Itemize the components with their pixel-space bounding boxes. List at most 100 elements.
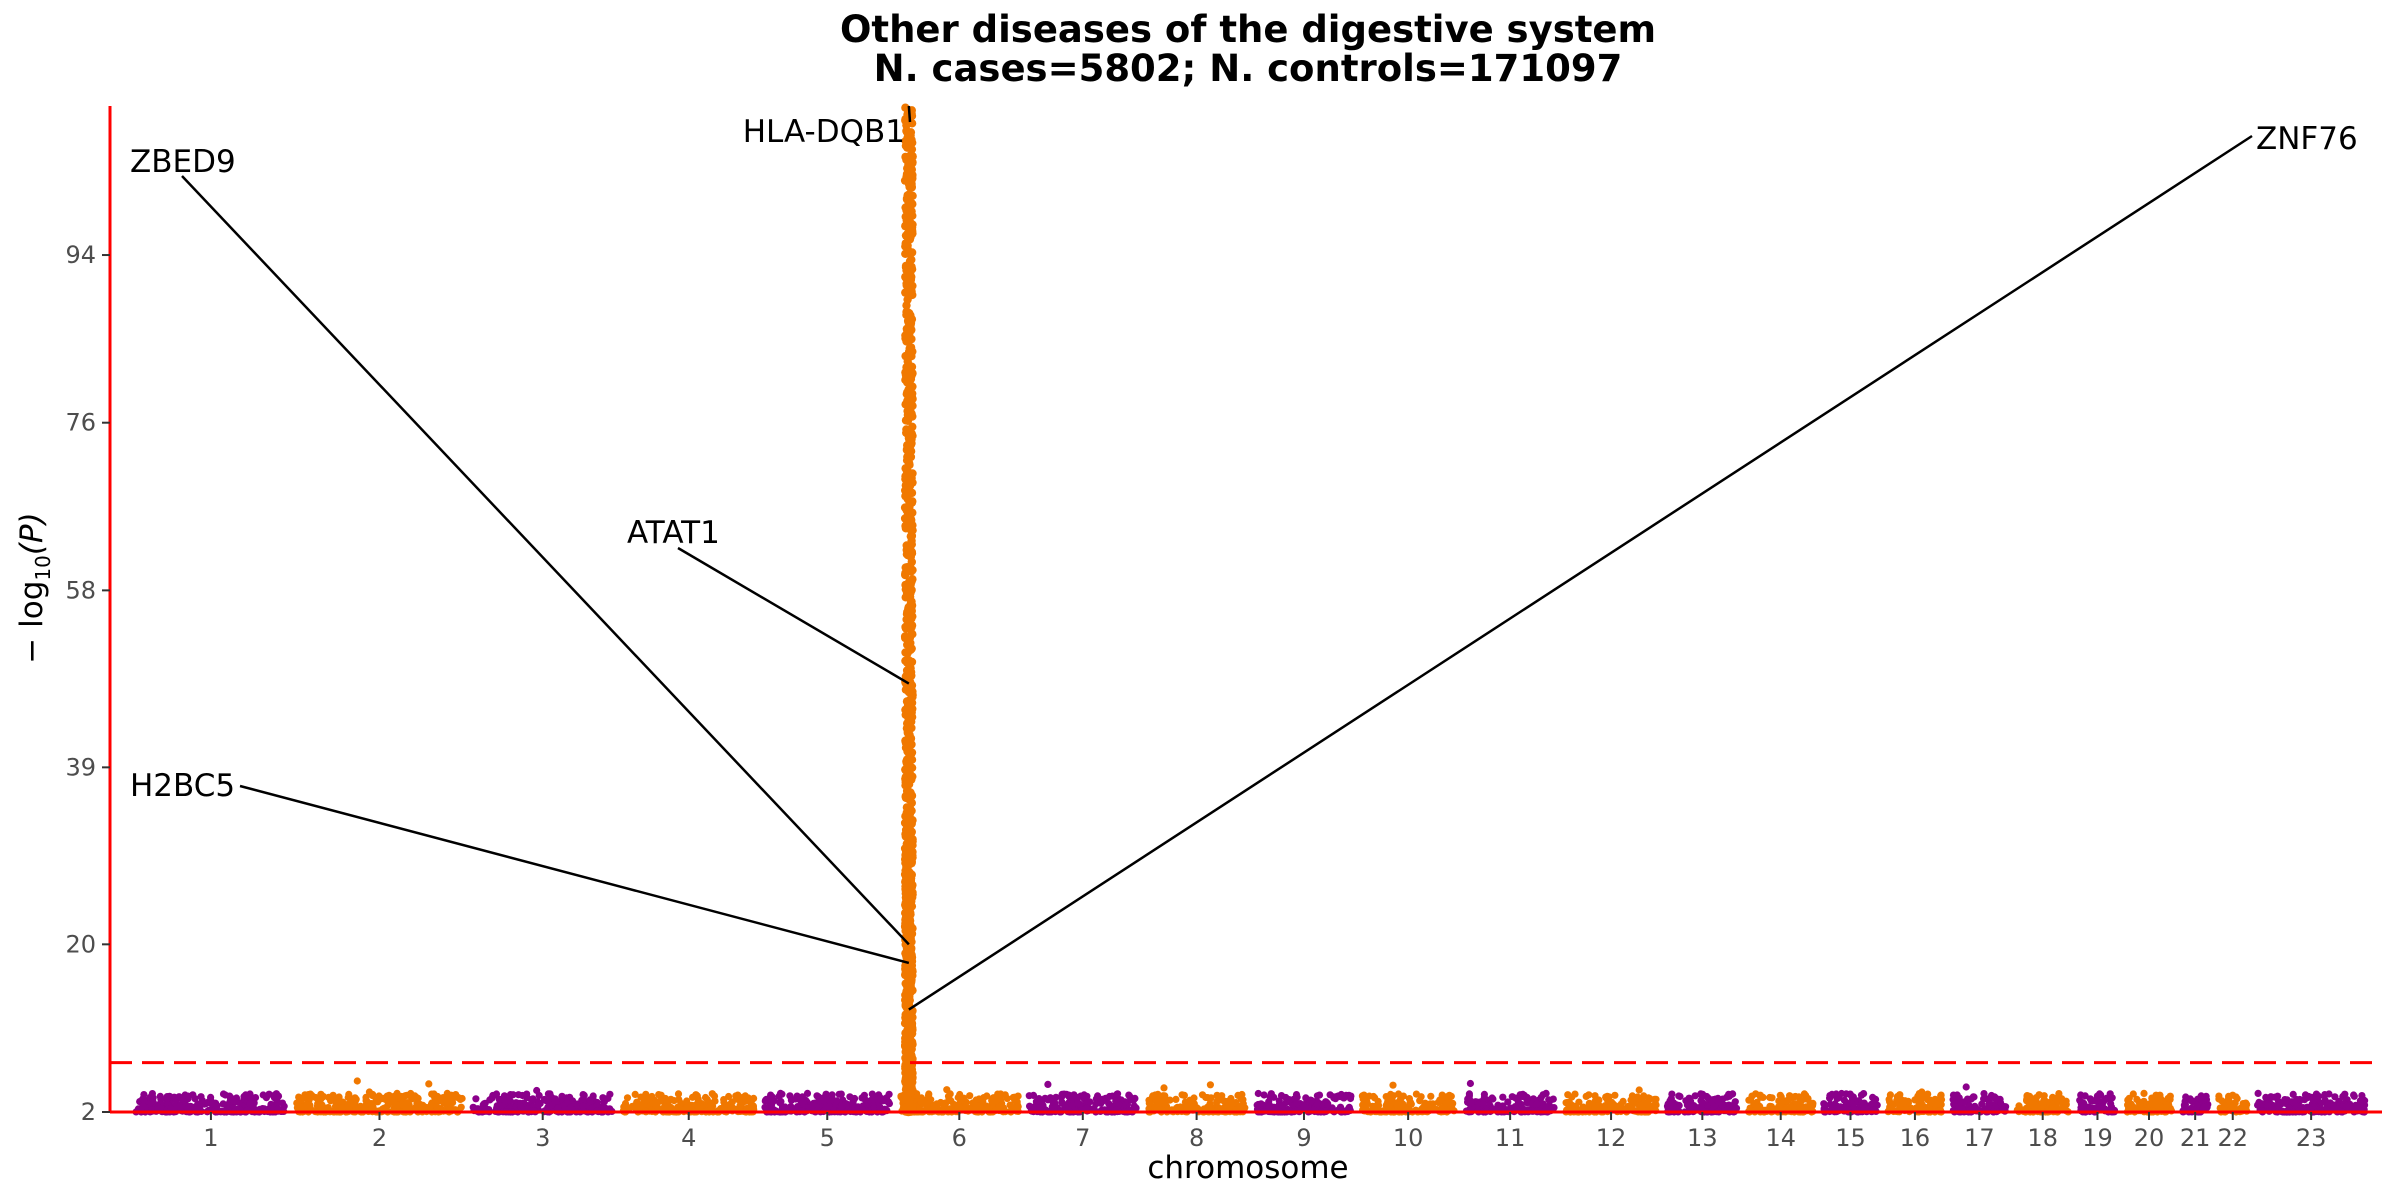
peak-point	[906, 982, 915, 991]
data-point	[1416, 1097, 1424, 1105]
peak-point	[907, 199, 916, 208]
peak-point	[902, 568, 911, 577]
data-point	[278, 1099, 287, 1107]
peak-point	[907, 816, 917, 825]
data-point	[2086, 1095, 2094, 1103]
data-point	[1254, 1100, 1262, 1109]
y-tick-label: 58	[65, 576, 96, 604]
peak-point	[905, 755, 914, 765]
data-point	[2124, 1101, 2132, 1109]
data-point	[1082, 1104, 1090, 1112]
data-point	[1807, 1102, 1815, 1110]
data-point	[184, 1104, 192, 1112]
data-point	[170, 1093, 178, 1101]
data-point	[443, 1089, 451, 1097]
data-point	[2077, 1104, 2085, 1112]
data-point	[786, 1092, 794, 1100]
x-tick-label: 6	[952, 1124, 967, 1152]
data-point	[1826, 1094, 1834, 1102]
data-point	[2331, 1093, 2339, 1101]
points-layer	[132, 1077, 2369, 1116]
gene-label: ZBED9	[130, 144, 236, 180]
data-point	[2325, 1090, 2333, 1098]
data-point	[1963, 1095, 1972, 1103]
data-point	[2031, 1101, 2039, 1109]
gene-label: ZNF76	[2256, 121, 2358, 157]
data-point	[2350, 1091, 2358, 1099]
peak-point	[902, 588, 912, 597]
peak-point	[903, 471, 912, 481]
peak-point	[906, 326, 916, 335]
data-point	[885, 1090, 893, 1098]
data-point	[163, 1094, 171, 1102]
data-point	[1690, 1102, 1698, 1110]
peak-point	[904, 778, 913, 787]
data-point	[1184, 1104, 1192, 1112]
data-point	[408, 1092, 417, 1100]
data-point	[819, 1097, 828, 1105]
data-point	[552, 1096, 560, 1105]
data-point	[1437, 1097, 1445, 1105]
data-point	[365, 1088, 373, 1096]
data-point	[1161, 1092, 1169, 1100]
data-point	[304, 1091, 312, 1099]
data-point	[1228, 1101, 1236, 1109]
data-point	[374, 1098, 382, 1106]
data-point	[167, 1104, 175, 1113]
data-point	[1571, 1090, 1579, 1098]
peak-point	[904, 713, 913, 723]
x-tick-label: 19	[2082, 1124, 2113, 1152]
data-point	[1279, 1102, 1287, 1110]
data-point	[295, 1098, 303, 1106]
data-point	[156, 1104, 164, 1112]
data-point	[1611, 1102, 1620, 1110]
y-tick-label: 2	[81, 1098, 96, 1126]
data-point	[1499, 1093, 1507, 1101]
data-point	[655, 1091, 663, 1099]
peak-point	[901, 263, 911, 272]
peak-point	[902, 506, 911, 515]
data-point	[1529, 1095, 1537, 1103]
data-point	[339, 1104, 347, 1112]
x-axis-label: chromosome	[1147, 1150, 1348, 1186]
gene-connector-line	[677, 546, 910, 685]
x-tick-label: 3	[535, 1124, 550, 1152]
data-point	[2096, 1103, 2104, 1111]
data-point	[2281, 1096, 2289, 1104]
data-point	[837, 1090, 845, 1098]
peak-point	[905, 665, 915, 674]
peak-layer	[900, 103, 917, 1117]
data-point	[2108, 1094, 2116, 1102]
data-point	[1467, 1097, 1475, 1106]
x-tick-label: 8	[1189, 1124, 1204, 1152]
data-point	[535, 1101, 543, 1109]
data-point	[1291, 1095, 1299, 1103]
data-point	[1394, 1090, 1403, 1098]
data-point	[1504, 1098, 1512, 1106]
data-point	[1676, 1092, 1684, 1101]
data-point	[1307, 1096, 1316, 1105]
data-point	[1044, 1080, 1052, 1088]
data-point	[1731, 1098, 1739, 1106]
data-point	[1393, 1101, 1401, 1109]
data-point	[1893, 1093, 1901, 1101]
data-point	[876, 1103, 884, 1111]
x-tick-label: 11	[1495, 1124, 1526, 1152]
data-point	[1585, 1091, 1593, 1099]
data-point	[677, 1099, 685, 1107]
peak-point	[907, 597, 916, 606]
peak-point	[903, 492, 912, 501]
data-point	[851, 1094, 859, 1103]
data-point	[422, 1103, 430, 1112]
data-point	[691, 1093, 699, 1101]
peak-point	[908, 191, 917, 200]
data-point	[1791, 1092, 1800, 1101]
data-point	[1698, 1098, 1706, 1106]
peak-point	[901, 231, 911, 240]
data-point	[405, 1101, 413, 1109]
data-point	[720, 1096, 728, 1104]
data-point	[1545, 1096, 1553, 1104]
data-point	[509, 1091, 517, 1099]
data-point	[1260, 1091, 1268, 1099]
data-point	[273, 1094, 281, 1102]
